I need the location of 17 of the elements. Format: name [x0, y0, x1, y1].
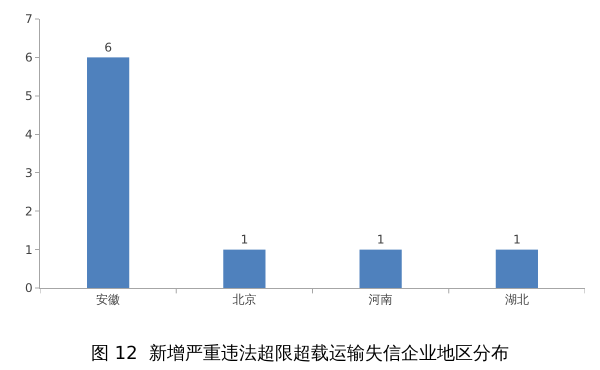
- y-tick-label: 1: [24, 242, 33, 257]
- x-tick-label: 安徽: [96, 292, 120, 306]
- x-tick-label: 北京: [232, 292, 256, 306]
- text: 图 12 新增严重违法超限超载运输失信企业地区分布: [90, 342, 510, 364]
- data-label: 6: [104, 40, 112, 54]
- y-tick-label: 7: [24, 12, 33, 26]
- data-label: 1: [376, 232, 384, 247]
- x-tick-label: 河南: [368, 292, 393, 306]
- y-tick-label: 6: [24, 50, 33, 65]
- data-label: 1: [240, 232, 248, 247]
- y-tick-label: 0: [24, 281, 33, 296]
- y-tick-label: 2: [24, 204, 33, 218]
- x-tick-label: 湖北: [504, 292, 529, 306]
- data-label: 1: [513, 232, 521, 247]
- y-tick-label: 4: [24, 127, 33, 142]
- y-tick-label: 5: [24, 89, 33, 104]
- y-tick-label: 3: [24, 166, 33, 180]
